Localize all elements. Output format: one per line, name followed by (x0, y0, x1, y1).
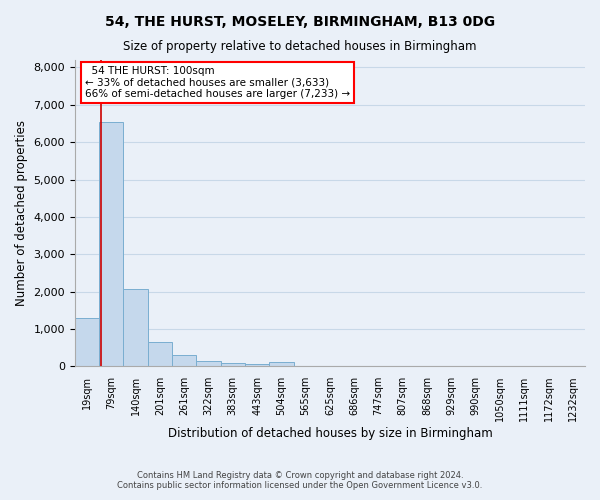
Bar (269, 362, 293, 366)
Bar (245, 364, 269, 366)
Y-axis label: Number of detached properties: Number of detached properties (15, 120, 28, 306)
Bar (221, 363, 245, 366)
Bar (148, 342, 172, 366)
Bar (172, 356, 196, 366)
Text: 54, THE HURST, MOSELEY, BIRMINGHAM, B13 0DG: 54, THE HURST, MOSELEY, BIRMINGHAM, B13 … (105, 15, 495, 29)
X-axis label: Distribution of detached houses by size in Birmingham: Distribution of detached houses by size … (167, 427, 493, 440)
Text: Size of property relative to detached houses in Birmingham: Size of property relative to detached ho… (123, 40, 477, 53)
Bar (124, 289, 148, 366)
Bar (75, 318, 99, 366)
Text: Contains HM Land Registry data © Crown copyright and database right 2024.
Contai: Contains HM Land Registry data © Crown c… (118, 470, 482, 490)
Text: 54 THE HURST: 100sqm
← 33% of detached houses are smaller (3,633)
66% of semi-de: 54 THE HURST: 100sqm ← 33% of detached h… (85, 66, 350, 100)
Bar (99, 122, 124, 366)
Bar (196, 361, 221, 366)
